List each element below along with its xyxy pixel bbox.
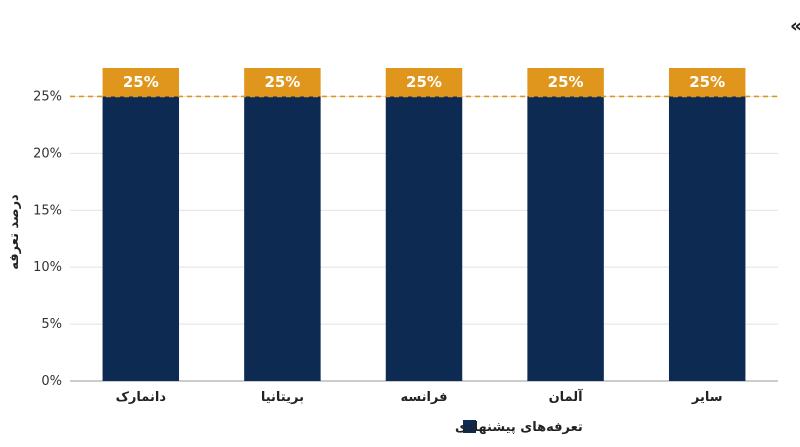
bar — [668, 96, 746, 382]
y-axis-label: درصد تعرفه — [7, 194, 22, 270]
legend: تعرفه‌های پیشنهادی — [455, 420, 583, 435]
x-category-label: بریتانیا — [261, 390, 304, 405]
data-label: 25% — [123, 73, 159, 91]
y-axis-ticks: 0% 5% 10% 15% 20% 25% — [33, 89, 62, 389]
y-tick-label: 25% — [33, 89, 62, 104]
y-tick-label: 20% — [33, 146, 62, 161]
x-category-label: سایر — [691, 390, 723, 405]
data-label-box — [244, 68, 321, 97]
bar — [244, 96, 321, 382]
x-category-label: آلمان — [549, 388, 584, 405]
y-tick-label: 15% — [33, 203, 62, 218]
data-label: 25% — [689, 73, 725, 91]
bar — [527, 96, 604, 382]
data-label-box — [527, 68, 604, 97]
data-label: 25% — [264, 73, 300, 91]
data-label-box — [668, 68, 746, 97]
bar — [102, 96, 180, 382]
y-tick-label: 10% — [33, 260, 62, 275]
data-label: 25% — [406, 73, 442, 91]
legend-label: تعرفه‌های پیشنهادی — [455, 420, 583, 435]
x-axis-categories: دانمارک بریتانیا فرانسه آلمان سایر — [116, 388, 723, 405]
x-category-label: دانمارک — [116, 390, 167, 405]
bars: 25% 25% 25% 25% 25% — [102, 68, 746, 382]
y-tick-label: 0% — [41, 374, 62, 389]
y-tick-label: 5% — [41, 317, 62, 332]
data-label-box — [385, 68, 463, 97]
chart-title: تعرفه‌های پیشنهادی ۲۵٪ آمریکا بر کشورهای… — [790, 13, 800, 37]
data-label-box — [102, 68, 180, 97]
legend-swatch — [463, 420, 476, 433]
bar — [385, 96, 463, 382]
data-label: 25% — [548, 73, 584, 91]
x-category-label: فرانسه — [400, 390, 447, 405]
